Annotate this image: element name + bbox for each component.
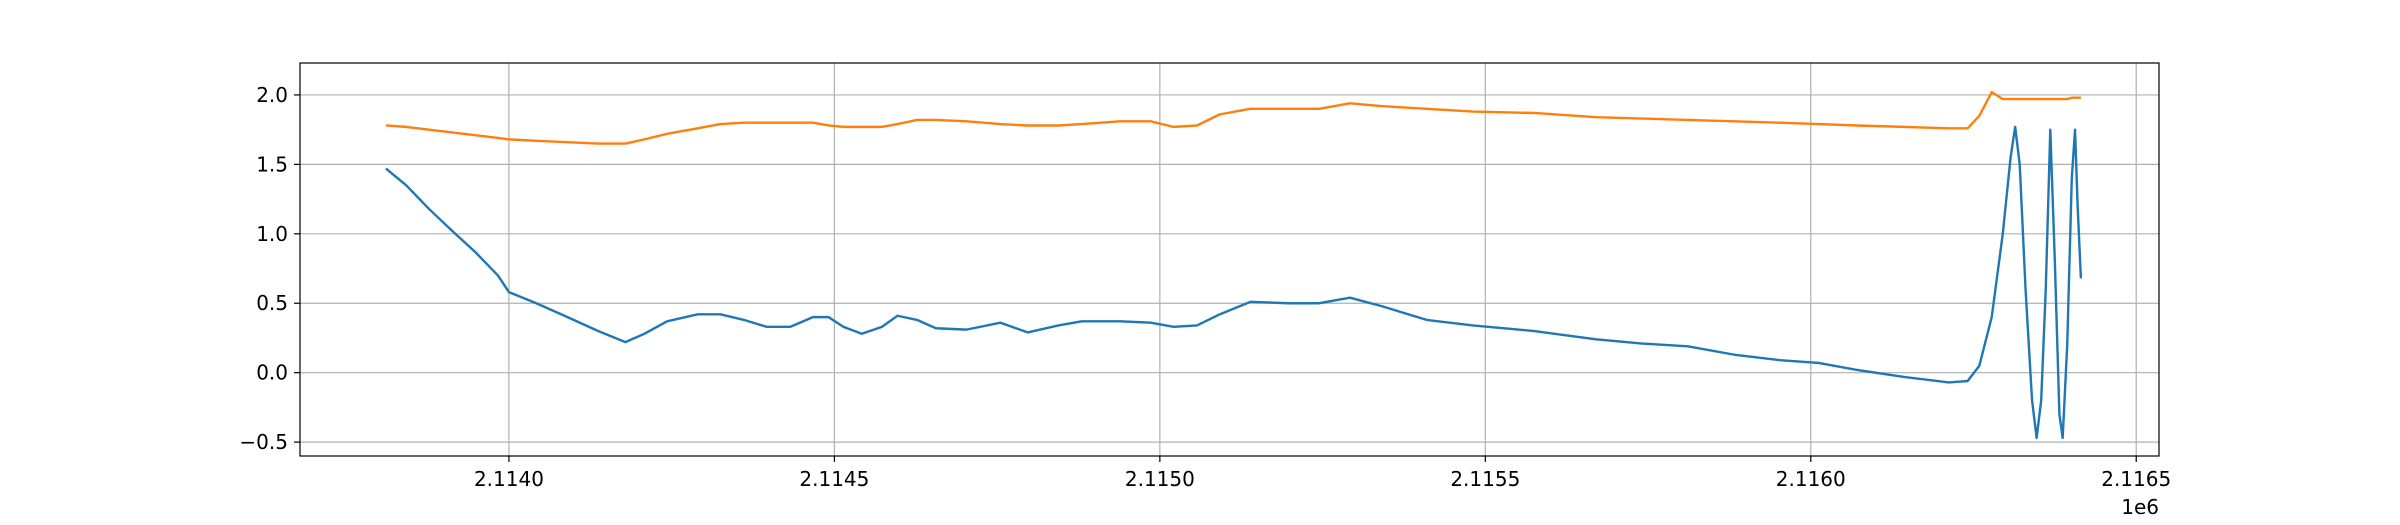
series-line — [385, 90, 2081, 145]
plot-frame — [299, 62, 2160, 457]
y-tick-label: −0.5 — [239, 430, 288, 454]
x-tick-label: 2.1145 — [799, 467, 869, 491]
x-tick-label: 2.1150 — [1125, 467, 1195, 491]
x-tick-label: 2.1165 — [2101, 467, 2171, 491]
series-line — [385, 125, 2083, 440]
y-tick-label: 2.0 — [256, 83, 288, 107]
y-tick-label: 0.0 — [256, 361, 288, 385]
x-offset-label: 1e6 — [2121, 495, 2159, 519]
y-tick-label: 0.5 — [256, 291, 288, 315]
x-tick-label: 2.1155 — [1450, 467, 1520, 491]
y-tick-label: 1.0 — [256, 222, 288, 246]
y-tick-label: 1.5 — [256, 152, 288, 176]
x-tick-label: 2.1140 — [474, 467, 544, 491]
x-tick-label: 2.1160 — [1776, 467, 1846, 491]
